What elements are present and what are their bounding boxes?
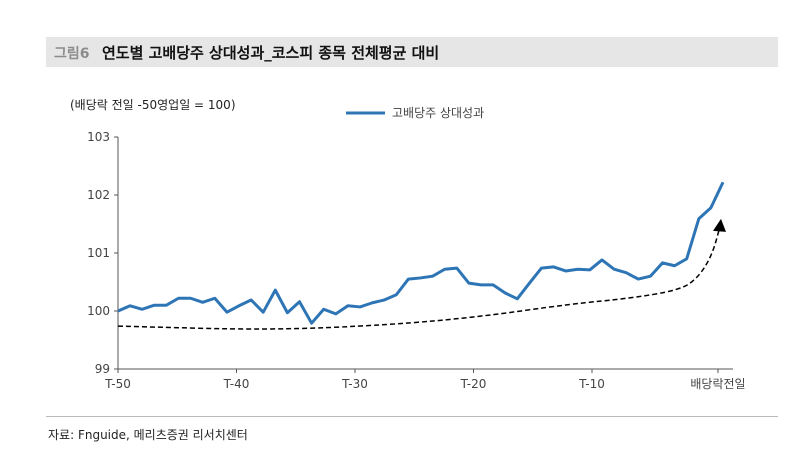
x-tick-label: T-10: [578, 377, 605, 391]
figure-number: 그림6: [54, 46, 90, 62]
y-tick-label: 99: [95, 362, 110, 376]
title-bar: 그림6 연도별 고배당주 상대성과_코스피 종목 전체평균 대비: [46, 37, 778, 67]
x-tick-label: T-50: [104, 377, 131, 391]
x-tick-label: T-30: [341, 377, 368, 391]
trend-arrowhead-icon: [713, 218, 726, 232]
y-tick-label: 100: [87, 304, 110, 318]
y-axis-unit-label: (배당락 전일 -50영업일 = 100): [70, 98, 236, 112]
x-tick-label: 배당락전일: [690, 377, 745, 391]
x-tick-label: T-20: [460, 377, 487, 391]
series-line: [117, 181, 725, 325]
source-note: 자료: Fnguide, 메리츠증권 리서치센터: [48, 428, 248, 442]
y-tick-label: 102: [87, 188, 110, 202]
x-tick-label: T-40: [223, 377, 250, 391]
y-tick-label: 101: [87, 246, 110, 260]
divider: [46, 416, 778, 417]
y-tick-label: 103: [87, 130, 110, 144]
legend-label: 고배당주 상대성과: [392, 106, 484, 120]
chart-title: 연도별 고배당주 상대성과_코스피 종목 전체평균 대비: [102, 44, 440, 62]
